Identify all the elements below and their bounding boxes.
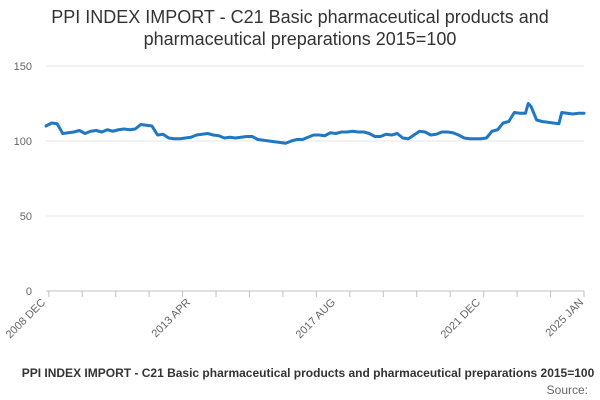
x-tick-label: 2021 DEC [439,297,483,341]
legend[interactable]: PPI INDEX IMPORT - C21 Basic pharmaceuti… [0,366,600,380]
y-tick-label: 150 [14,61,32,73]
source-label: Source: [546,383,588,397]
legend-series-label[interactable]: PPI INDEX IMPORT - C21 Basic pharmaceuti… [21,366,595,380]
y-tick-label: 0 [26,286,32,298]
series-line [44,102,586,145]
x-tick-label: 2017 AUG [294,297,338,341]
series-lines [44,102,586,145]
chart-title-line-1: PPI INDEX IMPORT - C21 Basic pharmaceuti… [51,7,549,27]
chart-title-line-2: pharmaceutical preparations 2015=100 [143,29,457,49]
x-tick-label: 2013 APR [150,297,194,341]
x-tick-label: 2025 JAN [543,297,586,340]
y-tick-label: 50 [20,211,32,223]
x-tick-label: 2008 DEC [4,297,48,341]
chart-title: PPI INDEX IMPORT - C21 Basic pharmaceuti… [0,6,600,50]
axes: 0 50 100 150 2008 DEC 2013 APR 2017 AUG 2021 DE… [4,61,586,341]
gridlines [46,65,584,217]
y-tick-label: 100 [14,136,32,148]
